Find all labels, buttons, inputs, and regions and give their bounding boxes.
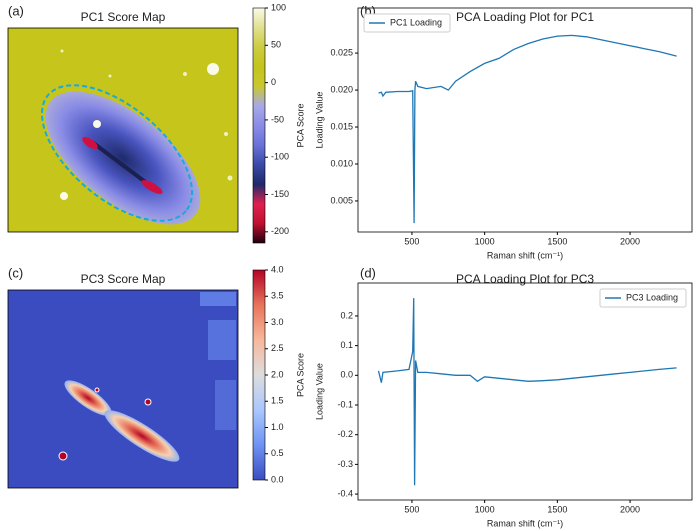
y-axis-label: Loading Value: [314, 92, 324, 149]
colorbar-tick-label: 3.5: [271, 291, 284, 301]
x-tick-label: 1500: [547, 236, 567, 246]
panel-label: (c): [8, 265, 23, 280]
colorbar-tick-label: -50: [271, 114, 284, 124]
colorbar-tick-label: -150: [271, 189, 289, 199]
legend-label: PC1 Loading: [390, 17, 442, 27]
y-tick-label: -0.4: [337, 488, 353, 498]
colorbar-tick-label: 0.0: [271, 474, 284, 484]
colorbar-tick-label: 4.0: [271, 264, 284, 274]
chart-title: PC1 Score Map: [81, 10, 166, 24]
y-tick-label: -0.1: [337, 399, 353, 409]
colorbar-tick-label: 2.5: [271, 343, 284, 353]
colorbar-tick-label: 100: [271, 2, 286, 12]
chart-title: PC3 Score Map: [81, 272, 166, 286]
colorbar-tick-label: 3.0: [271, 317, 284, 327]
x-axis-label: Raman shift (cm⁻¹): [487, 518, 563, 528]
x-tick-label: 1000: [475, 504, 495, 514]
y-axis-label: Loading Value: [314, 363, 324, 420]
y-tick-label: -0.2: [337, 429, 353, 439]
y-tick-label: 0.010: [330, 158, 353, 168]
colorbar-label: PCA Score: [295, 353, 305, 397]
colorbar-tick-label: 50: [271, 40, 281, 50]
colorbar: [252, 7, 266, 244]
chart-title: PCA Loading Plot for PC1: [456, 10, 594, 24]
legend-label: PC3 Loading: [626, 292, 678, 302]
colorbar-tick-label: 1.5: [271, 396, 284, 406]
score-map-a: [7, 27, 239, 233]
colorbar-label: PCA Score: [295, 103, 305, 147]
legend-box: [599, 288, 687, 308]
x-tick-label: 2000: [620, 236, 640, 246]
colorbar-tick-label: -200: [271, 226, 289, 236]
y-tick-label: 0.1: [340, 340, 353, 350]
data-line: [377, 298, 677, 486]
colorbar-tick-label: 1.0: [271, 422, 284, 432]
data-line: [378, 34, 677, 224]
x-tick-label: 2000: [620, 504, 640, 514]
panel-label: (d): [360, 265, 376, 280]
colorbar-tick-label: 2.0: [271, 369, 284, 379]
x-tick-label: 1000: [475, 236, 495, 246]
x-tick-label: 1500: [547, 504, 567, 514]
x-tick-label: 500: [404, 504, 419, 514]
colorbar-tick-label: 0.5: [271, 448, 284, 458]
y-tick-label: 0.2: [340, 310, 353, 320]
chart-title: PCA Loading Plot for PC3: [456, 272, 594, 286]
y-tick-label: 0.005: [330, 195, 353, 205]
colorbar-tick-label: -100: [271, 152, 289, 162]
y-tick-label: -0.3: [337, 459, 353, 469]
y-tick-label: 0.020: [330, 84, 353, 94]
x-tick-label: 500: [404, 236, 419, 246]
score-map-c: [7, 289, 239, 489]
y-tick-label: 0.015: [330, 121, 353, 131]
y-tick-label: 0.025: [330, 47, 353, 57]
x-axis-label: Raman shift (cm⁻¹): [487, 250, 563, 260]
panel-label: (a): [8, 3, 24, 18]
plot-frame: [357, 7, 693, 233]
colorbar-tick-label: 0: [271, 77, 276, 87]
colorbar: [252, 269, 266, 481]
plot-frame: [357, 282, 693, 501]
legend-box: [363, 13, 451, 33]
y-tick-label: 0.0: [340, 370, 353, 380]
